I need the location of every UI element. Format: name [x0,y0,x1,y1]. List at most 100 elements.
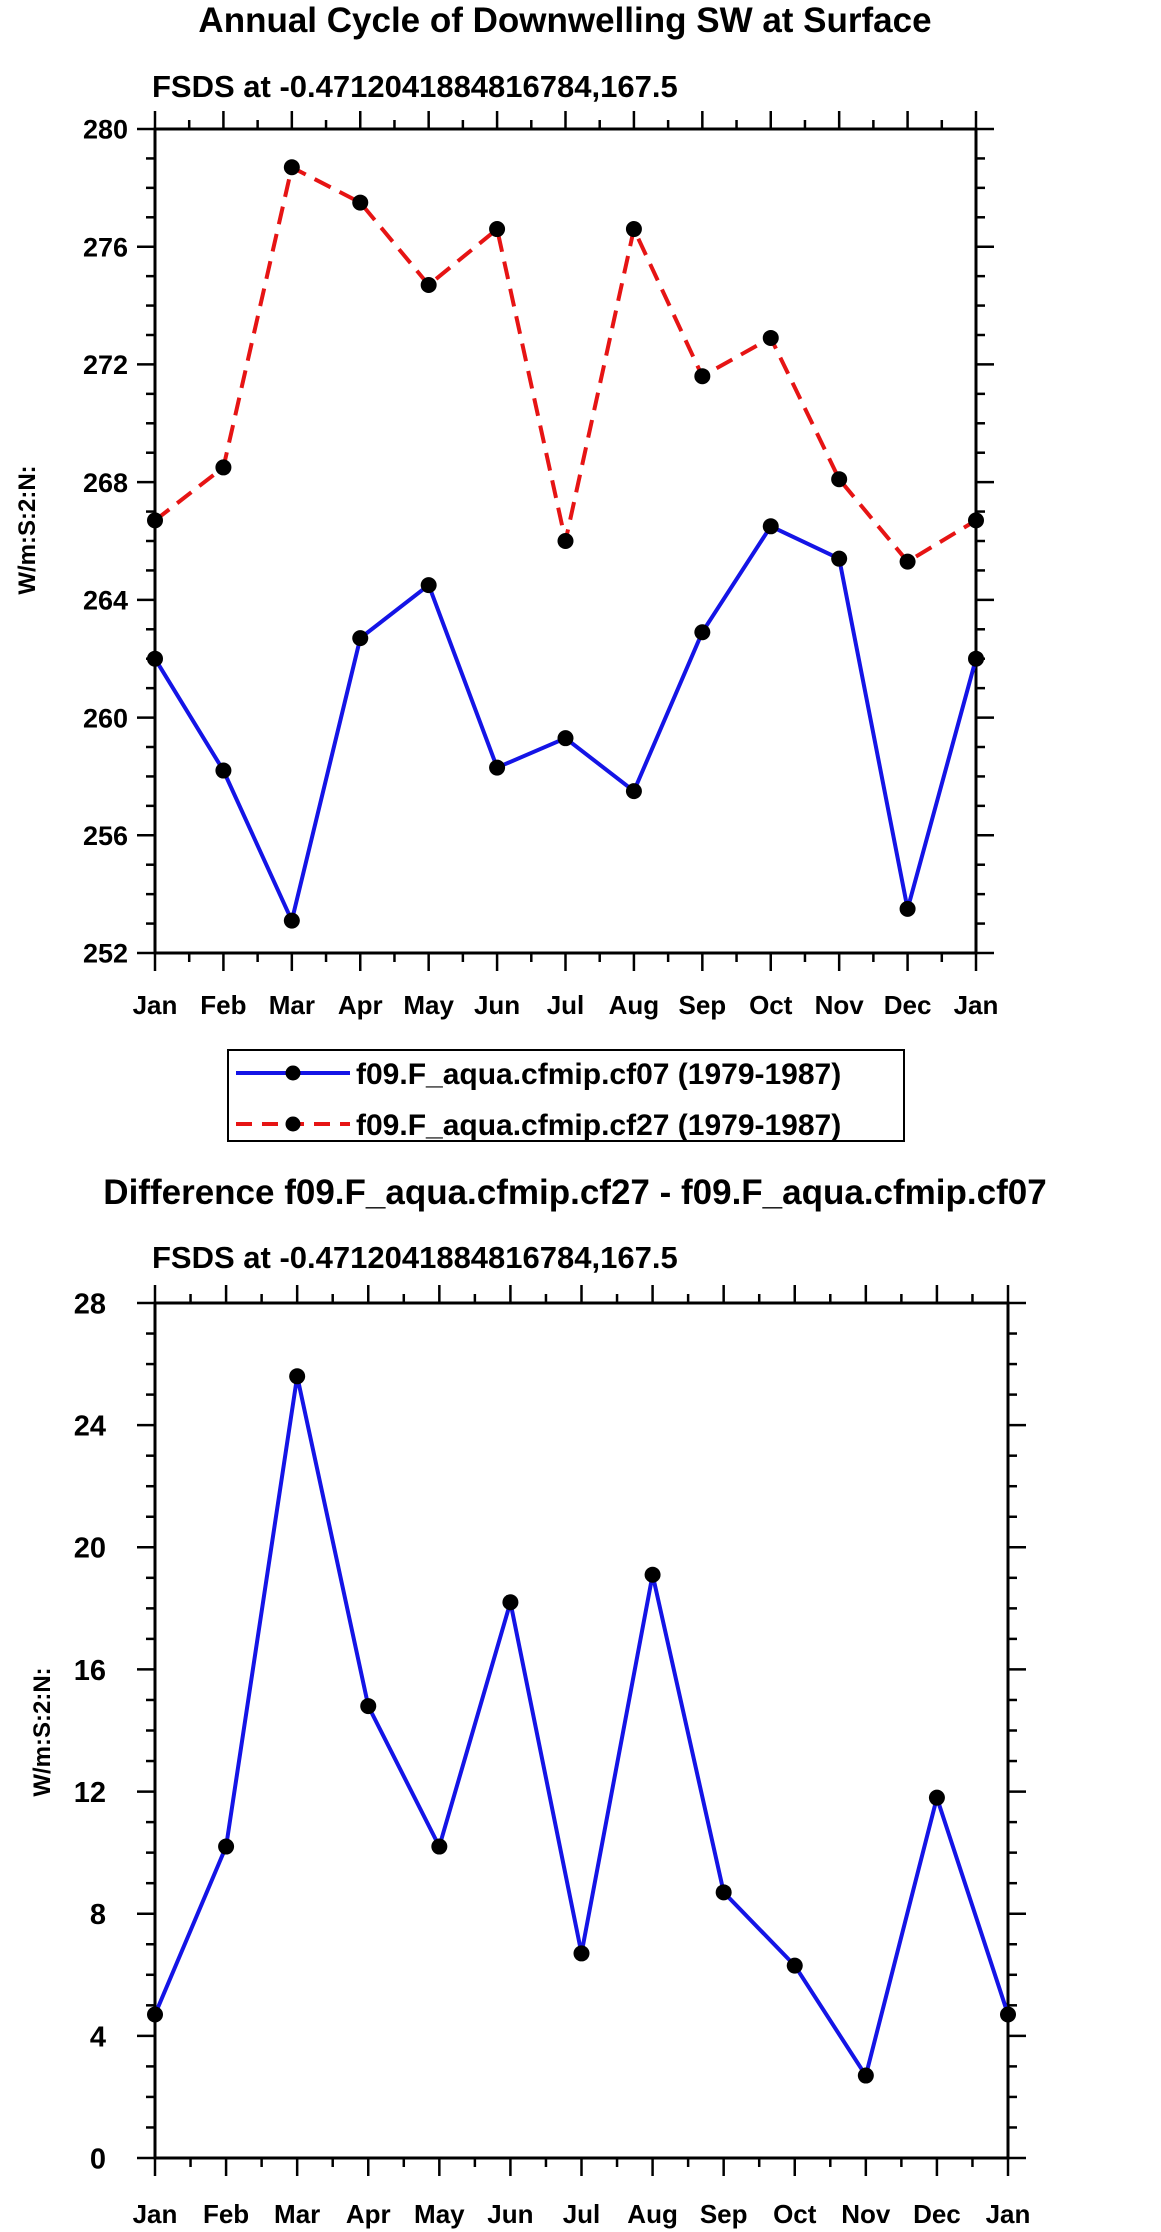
top-series-0-point [489,759,506,776]
top-chart-axes: 252 256 260 264 268 272 276 280 Jan Feb Mar Apr May J… [83,111,998,1020]
bottom-series-0-point [289,1368,306,1385]
bottom-xtick-label: Feb [203,2199,249,2229]
bottom-xtick-label: May [414,2199,465,2229]
bottom-series-line-0 [153,1374,1010,2078]
top-series-0-point [147,650,163,667]
bottom-xtick-label: Dec [913,2199,961,2229]
bottom-chart-subtitle: FSDS at -0.4712041884816784,167.5 [152,1240,678,1275]
bottom-series-0-point [360,1698,377,1715]
legend-marker-cf27 [285,1116,301,1132]
bottom-ytick-label: 28 [74,1288,106,1320]
top-series-0-point [215,762,232,779]
bottom-ytick-label: 0 [90,2143,106,2175]
top-chart-subtitle: FSDS at -0.4712041884816784,167.5 [152,69,678,104]
bottom-series-0-point [218,1838,235,1855]
top-xtick-label: Nov [815,990,865,1020]
bottom-ytick-label: 12 [74,1777,106,1809]
bottom-ytick-label: 4 [90,2021,106,2053]
top-ytick-label: 272 [83,350,128,380]
top-xtick-label: Apr [338,990,383,1020]
top-series-0-point [625,783,642,800]
top-ytick-label: 260 [83,703,128,733]
bottom-xtick-label: Oct [773,2199,817,2229]
top-chart: Annual Cycle of Downwelling SW at Surfac… [14,1,998,1020]
top-series-1-point [283,159,300,176]
bottom-series-0-point [857,2067,874,2084]
top-series-1-point [557,533,574,549]
legend-label-cf27: f09.F_aqua.cfmip.cf27 (1979-1987) [356,1109,841,1142]
top-series-0-point [283,912,300,929]
top-chart-ylabel: W/m:S:2:N: [14,465,41,594]
top-xtick-label: Jun [474,990,520,1020]
bottom-xtick-label: Jan [133,2199,178,2229]
top-xtick-label: May [403,990,454,1020]
top-xtick-label: Feb [200,990,246,1020]
bottom-plot-frame [153,1301,1010,2160]
top-ytick-label: 268 [83,468,128,498]
top-series-1-point [762,329,779,346]
bottom-series-0-point [431,1838,448,1855]
bottom-chart-axes: 0 4 8 12 16 20 24 28 Jan Feb Mar Apr May Jun Jul Aug Sep… [74,1285,1031,2229]
top-xtick-label: Sep [678,990,726,1020]
bottom-series-0-point [147,2006,163,2023]
top-series-1-point [831,471,848,488]
top-ytick-label: 276 [83,232,128,262]
bottom-chart: Difference f09.F_aqua.cfmip.cf27 - f09.F… [29,1173,1047,2229]
top-series-1-point [420,276,437,293]
bottom-xtick-label: Jul [563,2199,601,2229]
legend-label-cf07: f09.F_aqua.cfmip.cf07 (1979-1987) [356,1058,841,1091]
top-series-0-point [762,518,779,535]
bottom-series-0-point [502,1594,519,1611]
bottom-chart-series [147,1368,1016,2084]
top-ytick-label: 264 [83,586,128,616]
top-series-1-point [489,221,506,238]
top-series-1-point [625,221,642,238]
bottom-xtick-label: Nov [841,2199,891,2229]
top-ytick-label: 280 [83,115,128,145]
bottom-ytick-label: 20 [74,1533,106,1565]
bottom-xtick-label: Mar [274,2199,320,2229]
bottom-series-0-point [644,1566,661,1583]
bottom-xtick-label: Aug [627,2199,678,2229]
top-xtick-label: Mar [269,990,315,1020]
bottom-xtick-label: Jun [487,2199,533,2229]
top-series-0-point [968,650,984,667]
bottom-ytick-label: 24 [74,1411,106,1443]
top-series-0-point [831,550,848,567]
top-chart-series [147,159,984,929]
top-series-0-point [899,900,916,917]
top-chart-title: Annual Cycle of Downwelling SW at Surfac… [198,1,931,40]
bottom-series-0-point [1000,2006,1016,2023]
top-xtick-label: Oct [749,990,793,1020]
top-ytick-label: 252 [83,939,128,969]
legend: f09.F_aqua.cfmip.cf07 (1979-1987) f09.F_… [227,1049,905,1142]
top-xtick-label: Dec [884,990,932,1020]
top-series-0-point [352,630,369,647]
top-series-0-point [557,730,574,747]
bottom-chart-ylabel: W/m:S:2:N: [29,1667,56,1796]
top-series-line-1 [153,165,978,564]
top-series-1-point [215,459,232,476]
top-xtick-label: Jan [133,990,178,1020]
bottom-xtick-label: Jan [986,2199,1031,2229]
bottom-xtick-label: Sep [700,2199,748,2229]
top-series-1-point [694,368,711,385]
top-series-line-0 [153,524,978,923]
top-xtick-label: Jul [547,990,585,1020]
bottom-series-0-point [928,1789,945,1806]
bottom-ytick-label: 16 [74,1655,106,1687]
legend-marker-cf07 [285,1065,301,1081]
top-xtick-label: Aug [609,990,660,1020]
bottom-series-0-point [573,1945,590,1962]
bottom-ytick-label: 8 [90,1899,106,1931]
top-ytick-label: 256 [83,821,128,851]
top-xtick-label: Jan [954,990,999,1020]
bottom-series-0-point [715,1884,732,1901]
bottom-chart-title: Difference f09.F_aqua.cfmip.cf27 - f09.F… [103,1173,1046,1212]
top-series-0-point [420,577,437,594]
top-series-1-point [899,553,916,570]
bottom-series-0-point [786,1957,803,1974]
top-series-0-point [694,624,711,641]
top-series-1-point [147,512,163,529]
